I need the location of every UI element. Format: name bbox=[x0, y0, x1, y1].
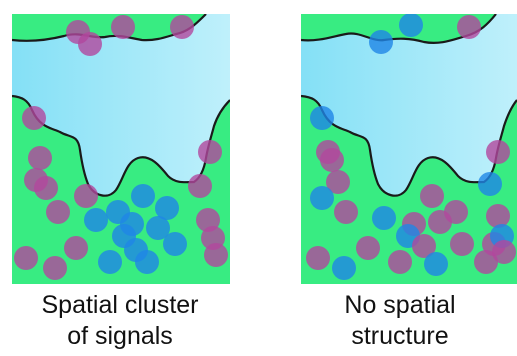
blue-signal-dot bbox=[146, 216, 170, 240]
blue-signal-dot bbox=[369, 30, 393, 54]
tissue-region-top bbox=[12, 14, 206, 41]
caption-line: structure bbox=[351, 322, 449, 350]
magenta-signal-dot bbox=[34, 176, 58, 200]
magenta-signal-dot bbox=[204, 243, 228, 267]
magenta-signal-dot bbox=[78, 32, 102, 56]
blue-signal-dot bbox=[135, 250, 159, 274]
magenta-signal-dot bbox=[320, 148, 344, 172]
magenta-signal-dot bbox=[22, 106, 46, 130]
magenta-signal-dot bbox=[64, 236, 88, 260]
blue-signal-dot bbox=[310, 106, 334, 130]
blue-signal-dot bbox=[310, 186, 334, 210]
signal-dots bbox=[14, 15, 228, 280]
panel-no-structure bbox=[301, 14, 517, 284]
blue-signal-dot bbox=[332, 256, 356, 280]
magenta-signal-dot bbox=[412, 234, 436, 258]
magenta-signal-dot bbox=[43, 256, 67, 280]
caption-line: Spatial cluster bbox=[41, 291, 199, 319]
blue-signal-dot bbox=[399, 14, 423, 37]
magenta-signal-dot bbox=[428, 210, 452, 234]
magenta-signal-dot bbox=[14, 246, 38, 270]
magenta-signal-dot bbox=[74, 184, 98, 208]
magenta-signal-dot bbox=[474, 250, 498, 274]
magenta-signal-dot bbox=[326, 170, 350, 194]
caption-spatial-cluster: Spatial cluster of signals bbox=[0, 290, 240, 352]
magenta-signal-dot bbox=[420, 184, 444, 208]
magenta-signal-dot bbox=[188, 174, 212, 198]
caption-line: No spatial bbox=[344, 291, 456, 319]
magenta-signal-dot bbox=[457, 15, 481, 39]
magenta-signal-dot bbox=[46, 200, 70, 224]
magenta-signal-dot bbox=[170, 15, 194, 39]
magenta-signal-dot bbox=[196, 208, 220, 232]
magenta-signal-dot bbox=[198, 140, 222, 164]
signal-dots bbox=[306, 14, 516, 280]
magenta-signal-dot bbox=[306, 246, 330, 270]
magenta-signal-dot bbox=[486, 140, 510, 164]
blue-signal-dot bbox=[155, 196, 179, 220]
magenta-signal-dot bbox=[28, 146, 52, 170]
figure bbox=[12, 14, 517, 284]
blue-signal-dot bbox=[84, 208, 108, 232]
magenta-signal-dot bbox=[486, 204, 510, 228]
blue-signal-dot bbox=[163, 232, 187, 256]
magenta-signal-dot bbox=[334, 200, 358, 224]
caption-no-structure: No spatial structure bbox=[280, 290, 517, 352]
tissue-region-top bbox=[301, 14, 496, 43]
blue-signal-dot bbox=[424, 252, 448, 276]
panel-spatial-cluster bbox=[12, 14, 230, 284]
magenta-signal-dot bbox=[450, 232, 474, 256]
magenta-signal-dot bbox=[492, 240, 516, 264]
blue-signal-dot bbox=[478, 172, 502, 196]
blue-signal-dot bbox=[98, 250, 122, 274]
magenta-signal-dot bbox=[388, 250, 412, 274]
magenta-signal-dot bbox=[111, 15, 135, 39]
caption-line: of signals bbox=[67, 322, 173, 350]
blue-signal-dot bbox=[131, 184, 155, 208]
blue-signal-dot bbox=[372, 206, 396, 230]
magenta-signal-dot bbox=[356, 236, 380, 260]
blue-signal-dot bbox=[106, 200, 130, 224]
